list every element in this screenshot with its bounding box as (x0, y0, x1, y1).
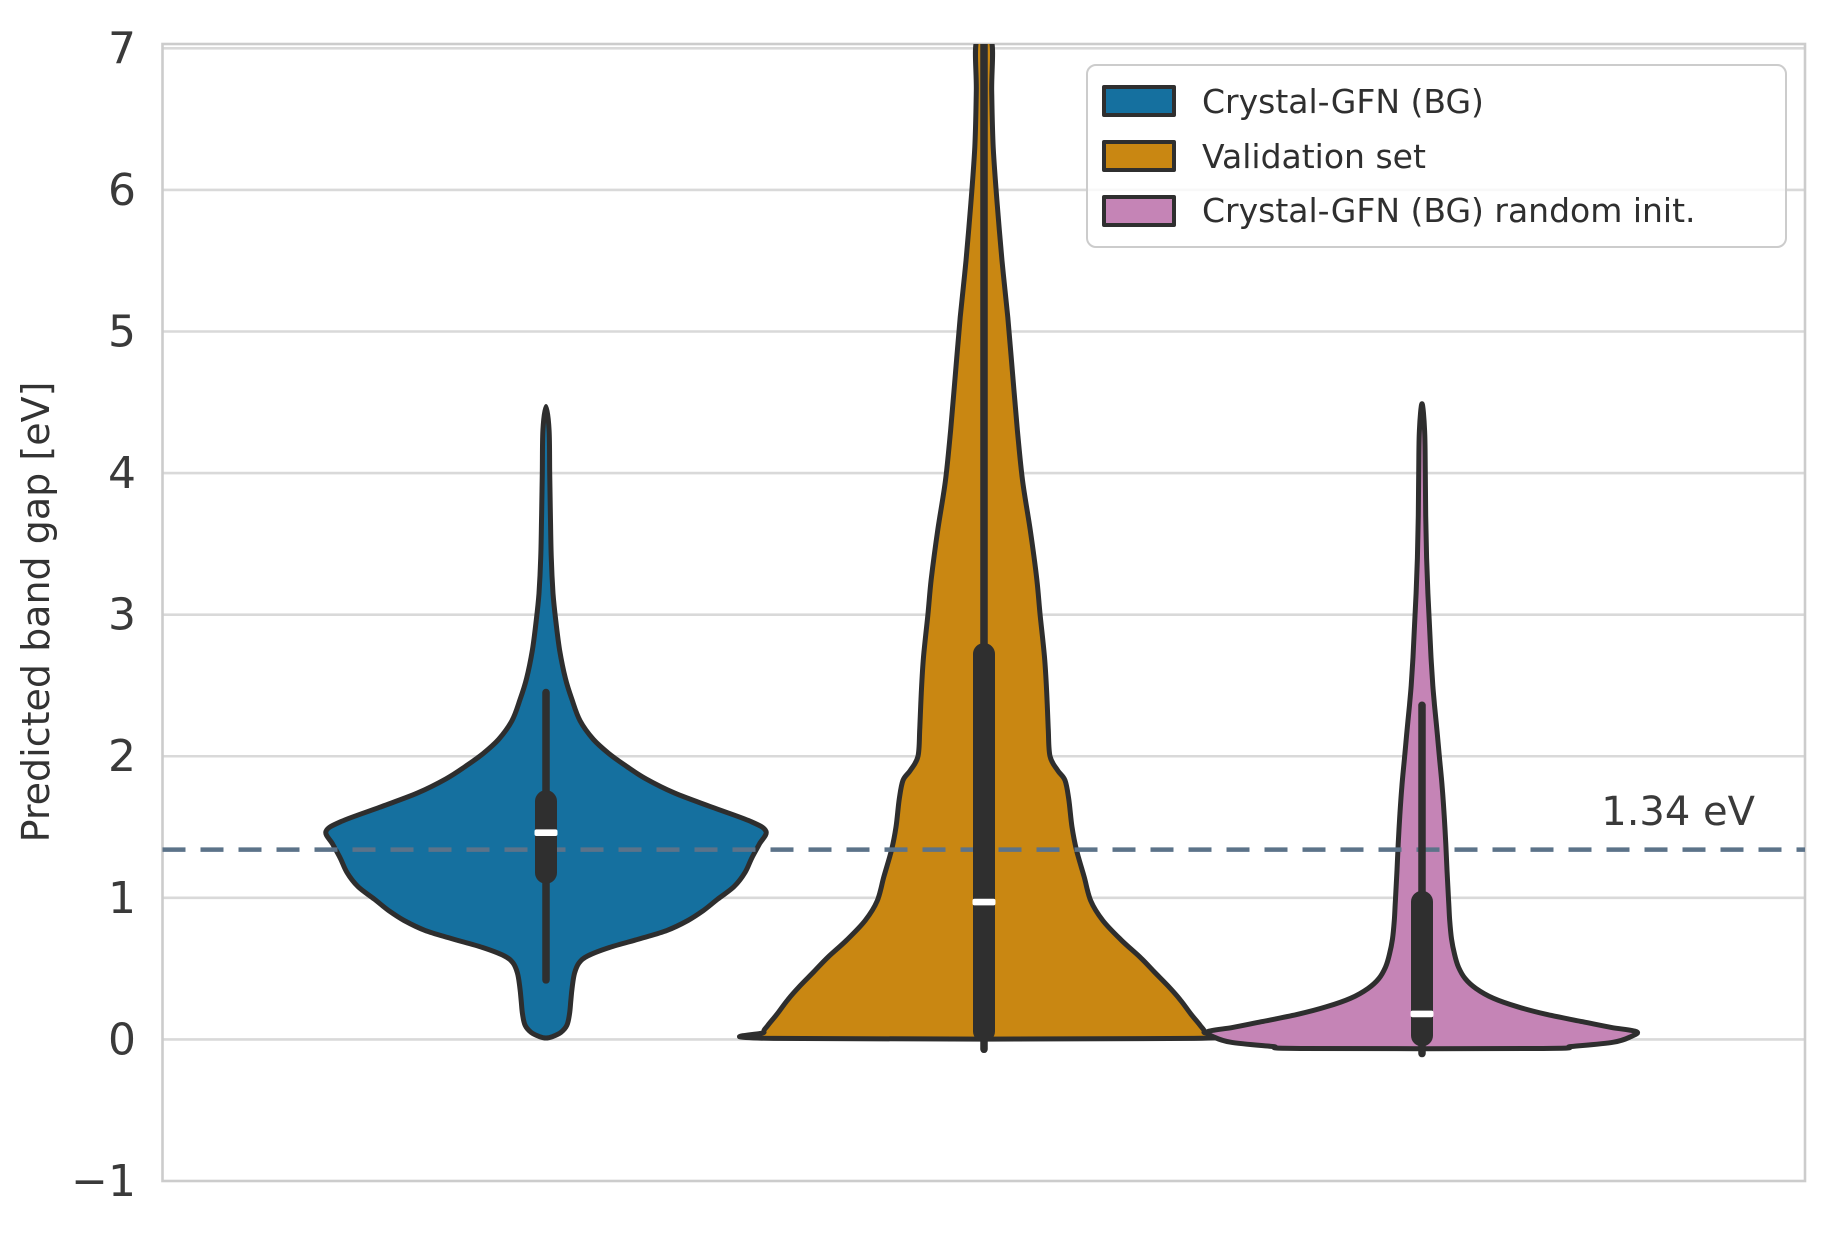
y-tick-label--1: −1 (71, 1156, 136, 1207)
y-tick-label-4: 4 (108, 448, 136, 499)
y-tick-label-5: 5 (108, 307, 136, 358)
legend-item-validation-set: Validation set (1102, 137, 1785, 176)
iqr-box-1 (973, 642, 995, 1043)
legend-swatch-orange-icon (1102, 140, 1176, 172)
y-tick-label-0: 0 (108, 1014, 136, 1065)
y-tick-label-7: 7 (108, 23, 136, 74)
legend-swatch-pink-icon (1102, 194, 1176, 227)
y-tick-label-2: 2 (108, 731, 136, 782)
legend-label: Crystal-GFN (BG) (1202, 81, 1484, 121)
legend-label: Validation set (1202, 136, 1426, 176)
legend-swatch-blue-icon (1102, 85, 1176, 118)
legend-item-crystal-gfn-bg: Crystal-GFN (BG) (1102, 82, 1785, 121)
iqr-box-0 (535, 790, 557, 884)
reference-line-annotation: 1.34 eV (1601, 789, 1755, 835)
median-line-1 (972, 898, 996, 906)
median-line-0 (534, 829, 558, 836)
legend-item-random-init: Crystal-GFN (BG) random init. (1102, 191, 1785, 230)
legend: Crystal-GFN (BG) Validation set Crystal-… (1086, 64, 1787, 248)
legend-label: Crystal-GFN (BG) random init. (1202, 191, 1696, 231)
y-axis-label: Predicted band gap [eV] (14, 381, 58, 843)
y-tick-label-1: 1 (108, 873, 136, 924)
median-line-2 (1410, 1010, 1434, 1018)
y-tick-label-6: 6 (108, 165, 136, 216)
iqr-box-2 (1411, 890, 1433, 1047)
y-tick-label-3: 3 (108, 590, 136, 641)
